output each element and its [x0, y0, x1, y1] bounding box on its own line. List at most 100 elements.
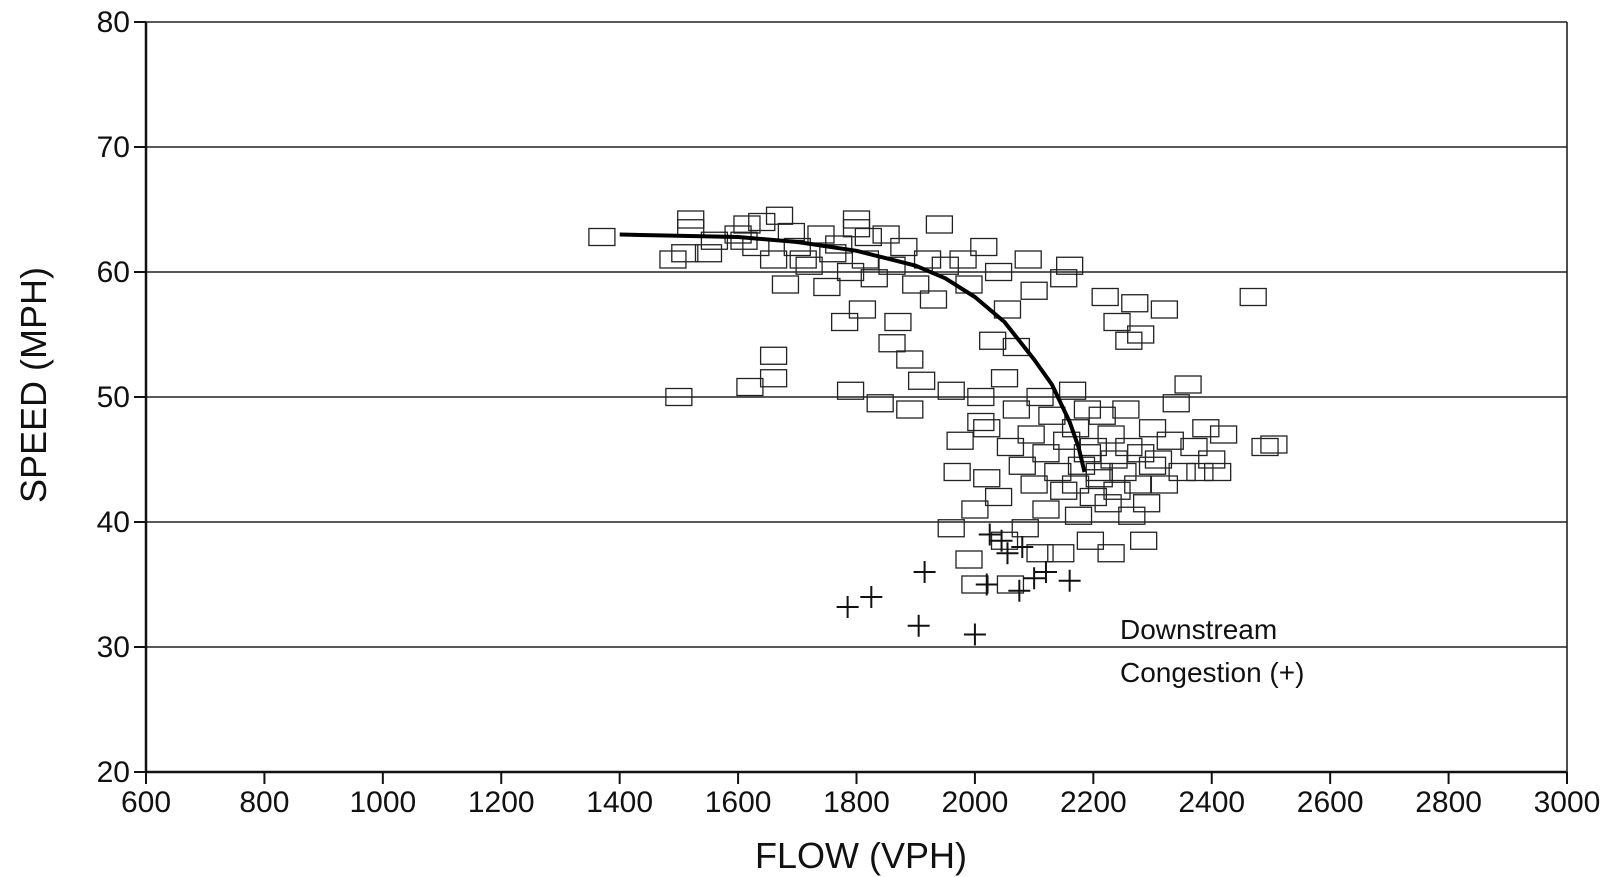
square-point-23 — [807, 225, 835, 244]
fitted-curve — [619, 232, 1087, 473]
square-point-99 — [1079, 487, 1107, 507]
square-point-125 — [1150, 300, 1179, 319]
square-point-92 — [1061, 475, 1090, 494]
square-point-60 — [967, 412, 995, 432]
x-tick-label-2600: 2600 — [1297, 786, 1364, 819]
square-point-126 — [1150, 475, 1179, 494]
annotation-line-1: Downstream — [1120, 614, 1277, 645]
plus-point-7 — [990, 529, 1013, 552]
square-point-137 — [1239, 287, 1267, 307]
square-point-84 — [1038, 406, 1066, 425]
plus-point-3 — [913, 561, 936, 583]
x-tick-label-1800: 1800 — [823, 786, 890, 819]
square-point-5 — [677, 210, 705, 229]
square-point-67 — [990, 369, 1019, 388]
plus-point-10 — [1011, 536, 1034, 558]
square-point-101 — [1085, 462, 1113, 482]
square-point-22 — [795, 256, 823, 275]
square-point-128 — [1162, 394, 1190, 413]
square-point-54 — [949, 250, 977, 269]
x-tick-label-2000: 2000 — [942, 786, 1009, 819]
square-point-77 — [1017, 425, 1045, 444]
square-marker-series — [588, 206, 1288, 594]
x-tick-label-1000: 1000 — [349, 786, 416, 819]
y-tick-label-20: 20 — [97, 756, 130, 789]
square-point-66 — [984, 487, 1013, 507]
square-point-113 — [1115, 331, 1143, 350]
y-axis-title: SPEED (MPH) — [13, 267, 54, 503]
square-point-91 — [1058, 381, 1087, 400]
square-point-36 — [866, 394, 894, 413]
square-point-59 — [967, 387, 995, 407]
square-point-53 — [946, 431, 974, 450]
square-point-107 — [1097, 544, 1125, 563]
square-point-50 — [937, 381, 965, 400]
square-point-74 — [1008, 456, 1036, 475]
square-point-134 — [1198, 450, 1226, 469]
square-point-45 — [907, 371, 936, 390]
square-point-40 — [884, 312, 912, 332]
square-point-132 — [1186, 462, 1214, 482]
square-point-131 — [1180, 437, 1208, 457]
fitted-curve-group — [619, 232, 1087, 473]
square-point-17 — [765, 206, 794, 225]
y-tick-label-40: 40 — [97, 506, 130, 539]
square-point-79 — [1020, 281, 1048, 300]
plus-marker-series — [836, 523, 1081, 646]
square-point-55 — [955, 275, 983, 294]
square-point-120 — [1130, 531, 1158, 550]
square-point-29 — [836, 262, 865, 282]
square-point-9 — [730, 231, 758, 250]
square-point-18 — [771, 275, 800, 294]
square-point-129 — [1168, 462, 1196, 482]
square-point-118 — [1127, 444, 1155, 463]
square-point-86 — [1047, 544, 1075, 563]
square-point-49 — [931, 256, 959, 275]
square-point-139 — [1260, 435, 1288, 454]
square-point-21 — [789, 250, 817, 269]
square-point-11 — [736, 377, 764, 397]
gridlines — [146, 146, 1567, 648]
square-point-127 — [1156, 431, 1184, 450]
square-point-38 — [878, 334, 906, 353]
square-point-110 — [1103, 312, 1131, 332]
square-point-48 — [925, 215, 954, 234]
plus-point-6 — [978, 523, 1001, 546]
square-point-56 — [955, 550, 983, 569]
x-tick-label-1200: 1200 — [468, 786, 535, 819]
x-axis-title: FLOW (VPH) — [755, 835, 967, 876]
square-point-62 — [973, 469, 1001, 488]
square-point-85 — [1044, 462, 1072, 482]
square-point-83 — [1032, 500, 1060, 519]
square-point-61 — [970, 237, 998, 257]
square-point-0 — [588, 227, 616, 247]
square-point-42 — [896, 400, 924, 419]
square-point-114 — [1115, 437, 1143, 457]
x-tick-label-1600: 1600 — [705, 786, 772, 819]
square-point-111 — [1109, 462, 1137, 482]
square-point-44 — [902, 275, 930, 294]
square-point-138 — [1251, 437, 1279, 457]
square-point-78 — [1020, 475, 1048, 494]
square-point-136 — [1209, 425, 1238, 444]
plus-point-5 — [975, 573, 998, 596]
square-point-6 — [694, 244, 723, 263]
square-point-116 — [1121, 294, 1149, 313]
square-point-2 — [665, 387, 693, 407]
square-point-32 — [848, 300, 877, 319]
square-point-13 — [748, 212, 776, 232]
square-point-76 — [1014, 250, 1042, 269]
square-point-123 — [1138, 419, 1167, 438]
square-point-100 — [1079, 437, 1107, 457]
square-point-37 — [872, 225, 900, 244]
plus-point-8 — [996, 542, 1019, 565]
square-point-124 — [1144, 450, 1173, 469]
square-point-112 — [1112, 400, 1140, 419]
square-point-135 — [1204, 462, 1232, 482]
square-point-87 — [1050, 269, 1078, 288]
annotation-line-2: Congestion (+) — [1120, 657, 1304, 688]
square-point-7 — [700, 231, 729, 250]
y-tick-label-50: 50 — [97, 381, 130, 414]
square-point-117 — [1124, 475, 1152, 494]
plus-point-13 — [1058, 569, 1081, 592]
